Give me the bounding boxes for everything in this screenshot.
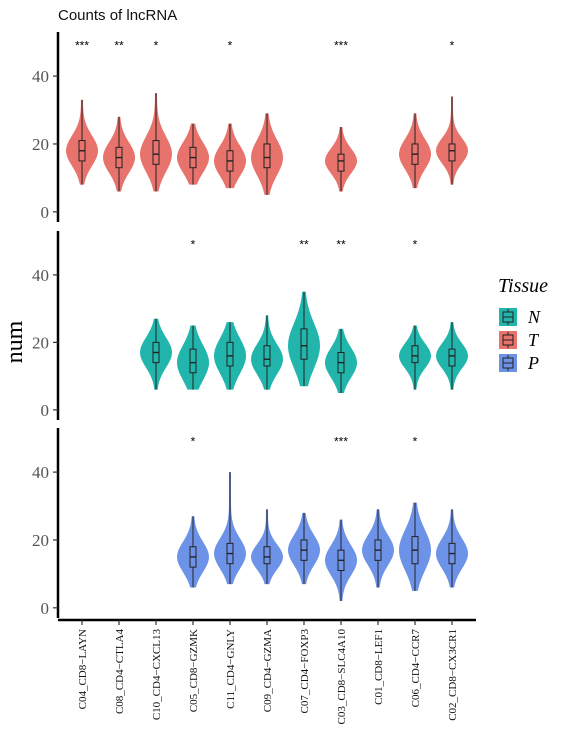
significance-label: *	[154, 39, 159, 53]
violin-N	[399, 325, 431, 390]
x-tick-label: C04_CD8−LAYN	[77, 629, 89, 709]
legend-label: N	[527, 307, 541, 327]
box-iqr	[263, 345, 271, 367]
violin-N	[288, 291, 320, 387]
legend-label: P	[527, 353, 539, 373]
significance-label: **	[299, 238, 309, 252]
legend-title: Tissue	[498, 275, 548, 297]
violin-P	[436, 509, 468, 588]
y-tick-label: 40	[32, 266, 49, 285]
violin-T	[251, 113, 283, 195]
significance-label: ***	[75, 39, 89, 53]
significance-label: *	[191, 238, 196, 252]
box-iqr	[152, 140, 160, 165]
significance-label: **	[336, 238, 346, 252]
x-tick-label: C07_CD4−FOXP3	[299, 629, 311, 714]
violin-T	[214, 123, 246, 189]
violin-T	[399, 113, 431, 189]
x-tick-label: C06_CD4−CCR7	[410, 629, 422, 708]
legend-item-P: P	[499, 353, 539, 373]
legend-item-T: T	[499, 330, 540, 350]
box-iqr	[411, 345, 419, 364]
legend-label: T	[528, 330, 540, 350]
y-tick-label: 0	[41, 599, 50, 618]
y-tick-label: 0	[41, 203, 50, 222]
x-tick-label: C10_CD4−CXCL13	[151, 629, 163, 721]
significance-label: ***	[334, 39, 348, 53]
box-iqr	[189, 348, 197, 374]
y-tick-label: 40	[32, 463, 49, 482]
significance-label: ***	[334, 435, 348, 449]
box-iqr	[337, 153, 345, 172]
x-tick-label: C05_CD8−GZMK	[188, 629, 200, 712]
violin-P	[362, 509, 394, 588]
violin-T	[140, 93, 172, 192]
significance-label: *	[191, 435, 196, 449]
significance-label: **	[114, 39, 124, 53]
legend-items: NTP	[499, 307, 541, 373]
x-axis-tick-labels: C04_CD8−LAYN C08_CD4−CTLA4 C10_CD4−CXCL13 C…	[58, 618, 476, 725]
violin-P	[288, 512, 320, 585]
box-iqr	[448, 143, 456, 162]
significance-label: *	[413, 238, 418, 252]
violin-N	[325, 328, 357, 393]
significance-label: *	[450, 39, 455, 53]
legend: Tissue NTP	[498, 275, 548, 373]
violin-N	[177, 325, 209, 390]
violin-T	[103, 116, 135, 192]
box-iqr	[263, 546, 271, 565]
y-tick-label: 0	[41, 401, 50, 420]
violin-T	[66, 99, 98, 185]
box-iqr	[226, 341, 234, 367]
x-tick-label: C08_CD4−CTLA4	[114, 629, 126, 715]
violin-P	[399, 502, 431, 591]
x-tick-label: C01_CD8−LEF1	[373, 629, 385, 705]
legend-item-N: N	[499, 307, 541, 327]
x-tick-label: C02_CD8−CX3CR1	[447, 629, 459, 721]
significance-label: *	[228, 39, 233, 53]
y-tick-label: 20	[32, 333, 49, 352]
box-iqr	[263, 143, 271, 169]
violin-T	[177, 123, 209, 185]
violin-P	[177, 516, 209, 588]
chart-title: Counts of lncRNA	[58, 7, 177, 24]
y-tick-label: 40	[32, 67, 49, 86]
violin-T	[325, 127, 357, 192]
x-tick-label: C11_CD4−GNLY	[225, 629, 237, 709]
x-tick-label: C09_CD4−GZMA	[262, 629, 274, 712]
y-axis-label: num	[2, 320, 28, 363]
significance-label: *	[413, 435, 418, 449]
y-tick-label: 20	[32, 135, 49, 154]
y-tick-label: 20	[32, 531, 49, 550]
violin-N	[251, 315, 283, 390]
box-iqr	[300, 328, 308, 360]
x-tick-label: C03_CD8−SLC4A10	[336, 629, 348, 725]
box-iqr	[448, 348, 456, 367]
violin-N	[140, 318, 172, 390]
